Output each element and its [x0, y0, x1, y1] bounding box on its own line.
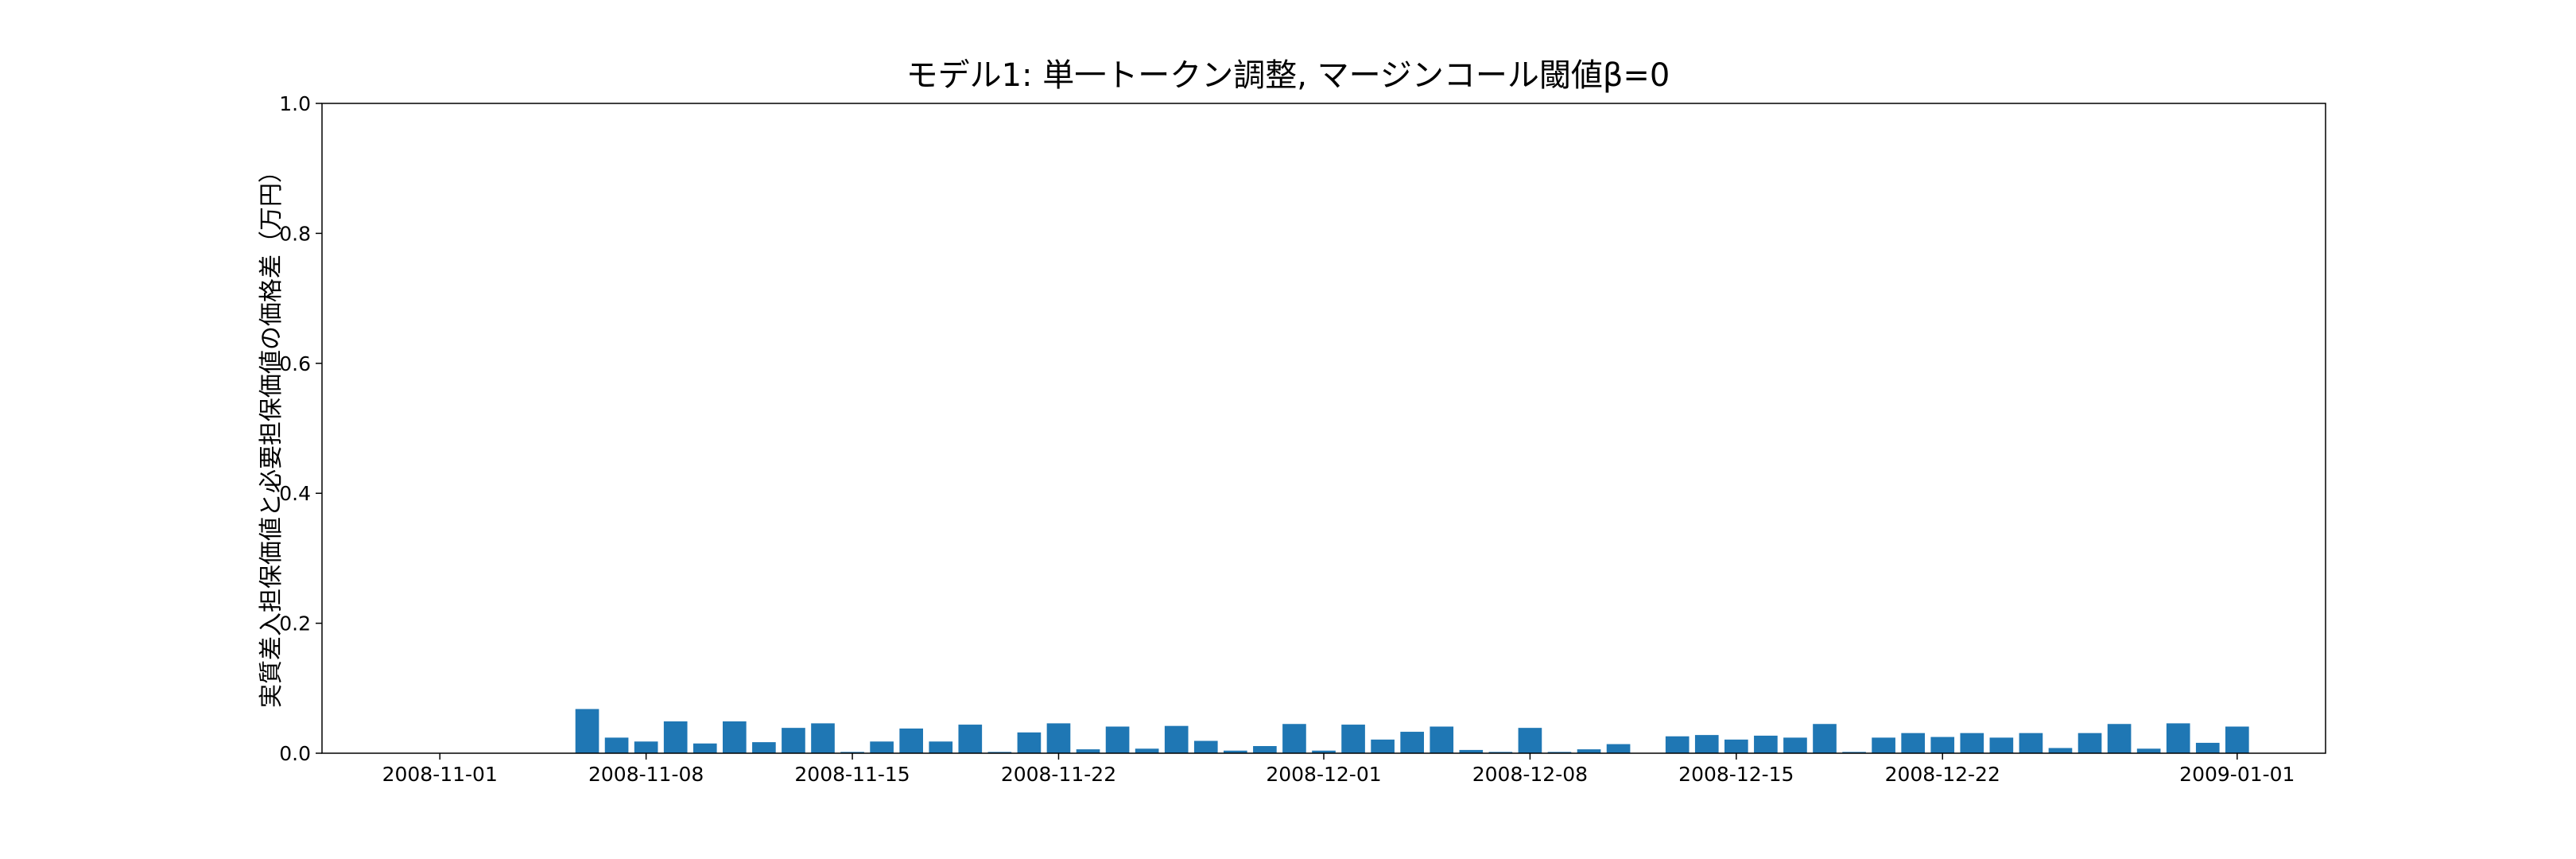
x-tick-label: 2008-12-08	[1472, 763, 1588, 786]
x-tick-label: 2008-11-08	[588, 763, 704, 786]
bar	[723, 721, 747, 753]
bar	[604, 737, 629, 753]
bar	[1017, 732, 1042, 753]
bar	[1901, 733, 1925, 753]
bar	[1724, 739, 1748, 753]
bar	[1488, 752, 1513, 753]
bar	[1842, 752, 1866, 753]
bar	[782, 728, 805, 753]
bar	[2077, 733, 2102, 753]
bar	[899, 728, 923, 753]
x-tick-label: 2008-12-22	[1885, 763, 2000, 786]
bar	[1813, 724, 1837, 753]
x-tick-label: 2008-12-15	[1678, 763, 1794, 786]
bar	[958, 725, 983, 753]
x-tick-label: 2008-11-15	[794, 763, 910, 786]
bar	[1518, 728, 1542, 753]
y-tick-label: 0.6	[279, 352, 311, 375]
x-tick-label: 2008-11-22	[1001, 763, 1116, 786]
bar	[1754, 735, 1778, 753]
bar	[1989, 737, 2014, 753]
bar	[1135, 748, 1159, 753]
bar	[1105, 726, 1130, 753]
y-tick-label: 0.8	[279, 222, 311, 245]
bar	[2019, 733, 2043, 753]
bar	[1665, 736, 1690, 753]
y-tick-label: 0.4	[279, 482, 311, 505]
bar	[1253, 746, 1277, 753]
bars-group	[575, 709, 2249, 753]
bar	[1193, 740, 1218, 753]
plot-area-frame	[321, 103, 2326, 754]
bar	[1371, 739, 1395, 753]
bar	[929, 741, 953, 753]
y-tick-label: 0.0	[279, 742, 311, 765]
bar	[2048, 748, 2073, 753]
x-tick-label: 2008-11-01	[382, 763, 498, 786]
bar	[575, 709, 599, 753]
bar	[1076, 749, 1100, 753]
bar	[634, 741, 658, 753]
bar	[840, 752, 864, 753]
bar	[1459, 749, 1484, 753]
y-tick-label: 0.2	[279, 612, 311, 636]
bar	[2166, 723, 2190, 753]
bar	[1341, 725, 1365, 753]
bar	[2136, 748, 2161, 753]
bar	[1960, 733, 1984, 753]
bar	[1400, 732, 1424, 753]
bar	[2225, 726, 2249, 753]
bar	[811, 723, 835, 753]
bar	[870, 741, 894, 753]
bar	[1606, 744, 1631, 753]
y-axis-label: 実質差入担保価値と必要担保価値の価格差（万円）	[258, 159, 285, 708]
bar	[1282, 724, 1306, 753]
bar	[1430, 726, 1454, 753]
x-tick-label: 2009-01-01	[2179, 763, 2295, 786]
x-axis: 2008-11-01 2008-11-08 2008-11-15 2008-11-22…	[382, 753, 2295, 786]
bar	[752, 742, 776, 753]
x-tick-label: 2008-12-01	[1266, 763, 1381, 786]
bar	[1577, 749, 1601, 753]
bar	[692, 743, 717, 753]
bar	[1547, 752, 1572, 753]
bar	[1930, 737, 1955, 753]
bar	[1224, 750, 1247, 753]
bar	[1312, 750, 1336, 753]
y-axis: 0.0 0.2 0.4 0.6 0.8 1.0	[279, 92, 322, 765]
bar	[1872, 737, 1895, 753]
bar	[2195, 742, 2220, 753]
bar	[1046, 723, 1071, 753]
bar	[663, 721, 688, 753]
y-tick-label: 1.0	[279, 92, 311, 115]
bar	[1694, 735, 1719, 753]
bar	[2107, 724, 2132, 753]
chart-title: モデル1: 単一トークン調整, マージンコール閾値β=0	[906, 57, 1670, 94]
bar	[1783, 737, 1807, 753]
bar	[1164, 725, 1189, 753]
bar	[987, 752, 1012, 753]
